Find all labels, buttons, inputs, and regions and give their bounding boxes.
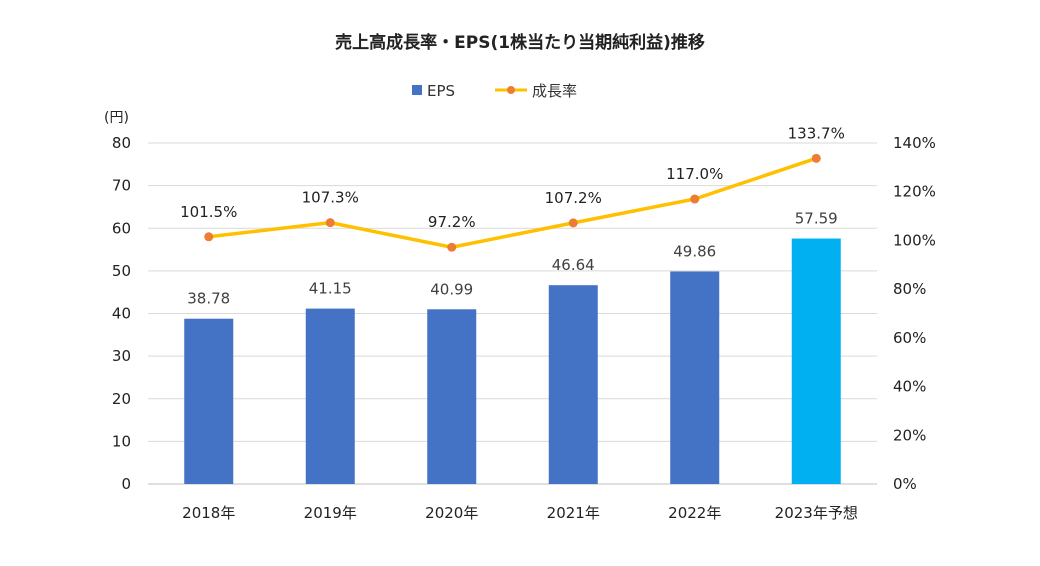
y2-axis-ticks: 0% 20% 40% 60% 80% 100% 120% 140% xyxy=(893,134,936,493)
x-tick-label: 2021年 xyxy=(547,504,600,522)
growth-marker xyxy=(568,218,578,228)
growth-marker xyxy=(690,194,700,204)
eps-value-label: 38.78 xyxy=(187,290,230,308)
growth-marker xyxy=(811,153,821,163)
growth-value-label: 133.7% xyxy=(788,124,845,142)
growth-value-label: 107.3% xyxy=(302,189,359,207)
growth-value-label: 117.0% xyxy=(666,165,723,183)
legend-eps-swatch xyxy=(412,85,422,95)
growth-marker xyxy=(204,232,214,242)
y-tick-label: 10 xyxy=(112,432,131,450)
growth-marker xyxy=(325,218,335,228)
growth-value-label: 107.2% xyxy=(545,189,602,207)
y2-tick-label: 100% xyxy=(893,231,936,249)
y-tick-label: 80 xyxy=(112,134,131,152)
y2-tick-label: 40% xyxy=(893,378,926,396)
legend: EPS 成長率 xyxy=(412,82,577,100)
eps-labels: 38.78 41.15 40.99 46.64 49.86 57.59 xyxy=(187,210,837,308)
y2-tick-label: 20% xyxy=(893,426,926,444)
y2-tick-label: 60% xyxy=(893,329,926,347)
y2-tick-label: 0% xyxy=(893,475,917,493)
y-axis-unit: (円) xyxy=(104,110,129,126)
eps-value-label: 46.64 xyxy=(552,256,595,274)
eps-bar xyxy=(548,285,598,484)
x-tick-label: 2023年予想 xyxy=(775,504,858,522)
legend-eps-label: EPS xyxy=(427,82,455,100)
y2-tick-label: 140% xyxy=(893,134,936,152)
eps-value-label: 40.99 xyxy=(430,280,473,298)
y-tick-label: 20 xyxy=(112,390,131,408)
y-tick-label: 50 xyxy=(112,262,131,280)
growth-value-label: 97.2% xyxy=(428,213,476,231)
eps-value-label: 41.15 xyxy=(309,280,352,298)
x-tick-label: 2020年 xyxy=(425,504,478,522)
y-tick-label: 30 xyxy=(112,347,131,365)
growth-labels: 101.5% 107.3% 97.2% 107.2% 117.0% 133.7% xyxy=(180,124,845,231)
eps-bar xyxy=(427,309,477,484)
eps-bars xyxy=(184,238,841,484)
x-tick-label: 2019年 xyxy=(304,504,357,522)
x-axis-ticks: 2018年 2019年 2020年 2021年 2022年 2023年予想 xyxy=(182,504,858,522)
y-tick-label: 70 xyxy=(112,177,131,195)
y-tick-label: 60 xyxy=(112,219,131,237)
chart-title: 売上高成長率・EPS(1株当たり当期純利益)推移 xyxy=(335,32,705,53)
eps-bar xyxy=(305,308,355,484)
x-tick-label: 2022年 xyxy=(668,504,721,522)
legend-rate-label: 成長率 xyxy=(532,82,577,100)
y2-tick-label: 120% xyxy=(893,183,936,201)
growth-marker xyxy=(447,242,457,252)
gridlines xyxy=(148,142,877,485)
x-tick-label: 2018年 xyxy=(182,504,235,522)
growth-line-path xyxy=(208,156,817,249)
y-axis-ticks: 0 10 20 30 40 50 60 70 80 xyxy=(112,134,131,493)
growth-line xyxy=(204,153,821,252)
eps-value-label: 57.59 xyxy=(795,210,838,228)
eps-bar xyxy=(670,271,720,484)
y-tick-label: 40 xyxy=(112,305,131,323)
y-tick-label: 0 xyxy=(121,475,131,493)
growth-value-label: 101.5% xyxy=(180,203,237,221)
eps-value-label: 49.86 xyxy=(673,242,716,260)
eps-bar xyxy=(791,238,841,484)
y2-tick-label: 80% xyxy=(893,280,926,298)
eps-bar xyxy=(184,318,234,484)
legend-rate-marker xyxy=(507,86,515,94)
